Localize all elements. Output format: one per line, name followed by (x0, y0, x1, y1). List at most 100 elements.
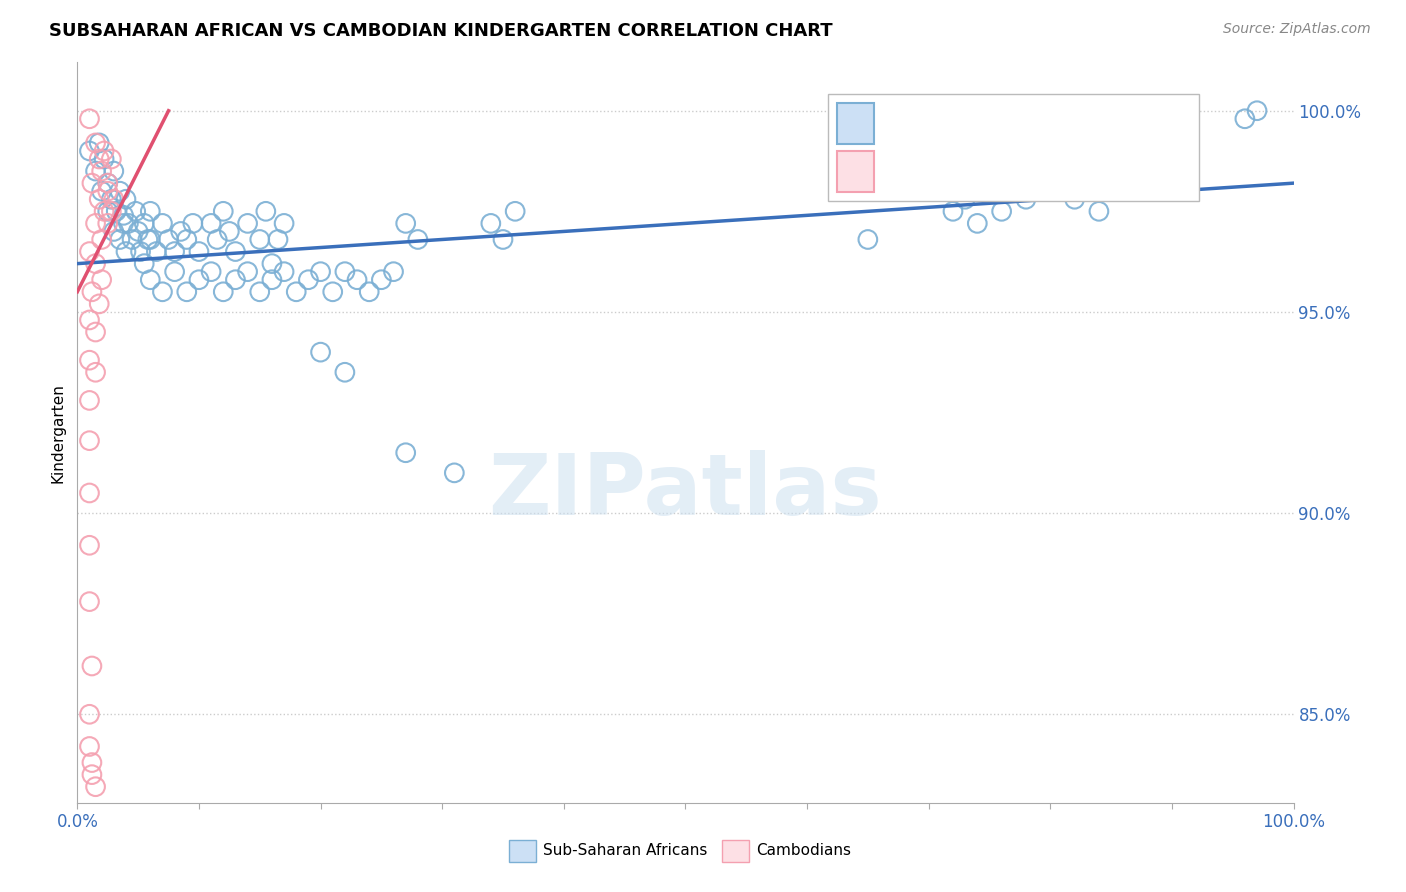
Point (115, 192, 138, 206)
Point (443, 466, 465, 480)
Point (260, 257, 283, 271)
Point (84, 365, 107, 379)
Point (129, 244, 152, 259)
Point (90, 273, 112, 287)
Point (90, 184, 112, 198)
Point (84, 164, 107, 178)
Point (121, 232, 143, 246)
Point (212, 285, 235, 299)
Point (979, 184, 1001, 198)
Point (136, 232, 159, 246)
FancyBboxPatch shape (828, 94, 1199, 201)
Point (1246, 103, 1268, 118)
Point (145, 244, 167, 259)
Point (105, 204, 128, 219)
Point (152, 285, 174, 299)
Point (80, 176, 103, 190)
Point (89, 297, 111, 311)
Point (273, 265, 295, 279)
Point (856, 232, 879, 246)
Point (93, 144, 115, 158)
Point (236, 216, 259, 230)
Text: N = 36: N = 36 (1019, 164, 1077, 179)
Point (1063, 192, 1085, 206)
Point (309, 265, 332, 279)
Point (112, 208, 135, 222)
Point (97, 176, 120, 190)
Point (134, 257, 156, 271)
Point (346, 273, 368, 287)
Point (479, 216, 502, 230)
Point (181, 216, 204, 230)
Point (79, 244, 101, 259)
Point (163, 265, 186, 279)
Point (309, 345, 332, 359)
Point (79, 112, 101, 126)
Point (93, 204, 115, 219)
Point (134, 216, 156, 230)
Text: R = 0.346: R = 0.346 (893, 116, 976, 131)
Point (80, 767, 103, 781)
Point (115, 244, 138, 259)
FancyBboxPatch shape (509, 840, 536, 862)
Point (200, 216, 222, 230)
Point (97, 204, 120, 219)
Point (84, 325, 107, 339)
Point (139, 232, 162, 246)
Point (84, 257, 107, 271)
Point (125, 204, 148, 219)
Point (112, 216, 135, 230)
Point (103, 192, 125, 206)
Point (79, 353, 101, 368)
Point (79, 434, 101, 448)
Point (212, 204, 235, 219)
Point (127, 224, 149, 238)
Point (97, 184, 120, 198)
FancyBboxPatch shape (838, 103, 875, 144)
Point (1233, 112, 1256, 126)
Point (79, 313, 101, 327)
Point (200, 265, 222, 279)
Point (103, 224, 125, 238)
FancyBboxPatch shape (721, 840, 748, 862)
Point (966, 216, 988, 230)
Point (176, 232, 198, 246)
Point (152, 216, 174, 230)
Point (79, 538, 101, 552)
Text: SUBSAHARAN AFRICAN VS CAMBODIAN KINDERGARTEN CORRELATION CHART: SUBSAHARAN AFRICAN VS CAMBODIAN KINDERGA… (49, 22, 832, 40)
Point (97, 176, 120, 190)
Point (249, 232, 271, 246)
Point (80, 756, 103, 770)
Point (224, 244, 246, 259)
Point (100, 152, 122, 166)
Point (97, 216, 120, 230)
Point (90, 164, 112, 178)
Point (297, 273, 319, 287)
Point (157, 232, 180, 246)
Text: N = 84: N = 84 (1019, 116, 1077, 131)
Y-axis label: Kindergarten: Kindergarten (51, 383, 66, 483)
Point (89, 152, 111, 166)
Point (176, 285, 198, 299)
Point (503, 204, 526, 219)
Point (370, 273, 392, 287)
Point (267, 232, 290, 246)
Point (1015, 192, 1038, 206)
Point (139, 273, 162, 287)
Point (395, 216, 418, 230)
Point (90, 232, 112, 246)
Point (990, 204, 1012, 219)
Point (333, 265, 356, 279)
Point (79, 393, 101, 408)
Text: Cambodians: Cambodians (756, 844, 851, 858)
Point (254, 204, 277, 219)
Text: R = 0.345: R = 0.345 (893, 164, 976, 179)
Point (139, 204, 162, 219)
Point (163, 244, 186, 259)
Point (205, 232, 228, 246)
Point (188, 273, 211, 287)
Point (79, 144, 101, 158)
Point (89, 136, 111, 150)
Point (942, 204, 965, 219)
Point (79, 707, 101, 722)
